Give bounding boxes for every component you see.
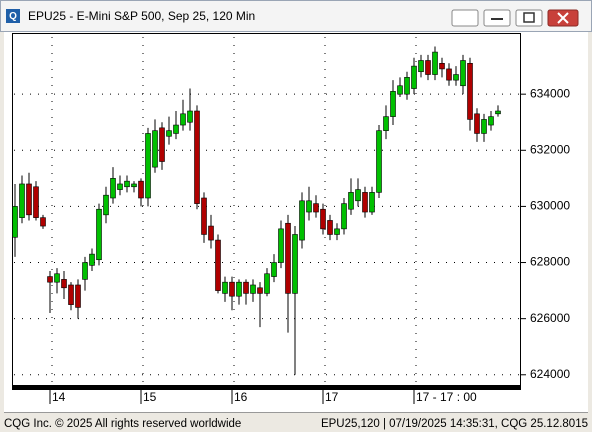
candle-body <box>124 180 130 188</box>
candle-body <box>453 74 459 81</box>
time-strip <box>12 386 521 390</box>
candle-body <box>313 203 319 213</box>
app-icon-letter: Q <box>9 11 17 22</box>
maximize-button[interactable] <box>515 9 543 27</box>
y-tick-label: 628000 <box>530 255 570 269</box>
candle-body <box>131 183 137 188</box>
candle-body <box>390 91 396 117</box>
candle-body <box>397 85 403 95</box>
candle-body <box>159 127 165 162</box>
candle-body <box>12 206 18 238</box>
candle-body <box>488 116 494 126</box>
candle-body <box>439 63 445 70</box>
candle-body <box>201 197 207 235</box>
y-tick-label: 626000 <box>530 311 570 325</box>
candle-body <box>481 119 487 134</box>
candle-body <box>215 239 221 291</box>
candle-body <box>355 189 361 202</box>
footer-right: EPU25,120 | 07/19/2025 14:35:31, CQG 25.… <box>321 418 588 430</box>
candle-body <box>222 281 228 294</box>
candle-body <box>271 262 277 277</box>
candle-body <box>26 183 32 216</box>
candle-body <box>320 208 326 230</box>
candle-body <box>292 234 298 294</box>
candle-body <box>341 203 347 230</box>
candle-body <box>278 228 284 263</box>
app-icon <box>6 9 20 23</box>
window-title: EPU25 - E-Mini S&P 500, Sep 25, 120 Min <box>28 9 255 23</box>
candle-body <box>166 130 172 137</box>
close-icon <box>557 12 569 24</box>
candle-body <box>194 110 200 204</box>
candle-body <box>145 133 151 199</box>
candle-body <box>376 130 382 193</box>
y-tick-label: 634000 <box>530 86 570 100</box>
candle-body <box>229 281 235 297</box>
candle-body <box>236 281 242 297</box>
candle-body <box>432 51 438 75</box>
y-tick-label: 632000 <box>530 142 570 156</box>
candle-body <box>446 68 452 81</box>
candle-body <box>243 281 249 294</box>
candle-body <box>208 225 214 241</box>
candle-body <box>383 116 389 131</box>
maximize-icon <box>523 12 535 23</box>
candle-body <box>117 183 123 190</box>
candle-body <box>19 183 25 218</box>
candle-body <box>110 178 116 199</box>
x-tick-label: 14 <box>52 390 66 404</box>
candle-body <box>103 194 109 216</box>
candle-body <box>68 284 74 305</box>
candle-body <box>362 192 368 213</box>
candle-body <box>460 60 466 87</box>
candle-body <box>348 192 354 210</box>
candle-body <box>411 65 417 89</box>
candle-body <box>404 77 410 95</box>
candle-body <box>257 287 263 294</box>
candle-body <box>474 113 480 134</box>
candle-body <box>369 192 375 213</box>
y-tick-label: 630000 <box>530 199 570 213</box>
candle-body <box>138 180 144 199</box>
candle-body <box>250 284 256 294</box>
x-tick-label: 17 <box>325 390 339 404</box>
x-tick-label: 17 - 17 : 00 <box>416 390 477 404</box>
candle-body <box>495 110 501 115</box>
plot-frame <box>12 33 521 386</box>
candle-body <box>327 220 333 235</box>
candle-body <box>75 284 81 308</box>
candle-body <box>299 200 305 241</box>
candle-body <box>47 276 53 283</box>
x-tick-label: 16 <box>234 390 248 404</box>
candle-body <box>418 60 424 73</box>
candle-body <box>173 124 179 134</box>
candle-body <box>467 63 473 120</box>
candle-body <box>187 110 193 123</box>
footer-left: CQG Inc. © 2025 All rights reserved worl… <box>4 418 241 430</box>
candle-body <box>61 279 67 289</box>
candle-body <box>40 217 46 227</box>
candle-body <box>264 273 270 294</box>
candle-body <box>54 273 60 283</box>
candle-body <box>334 228 340 235</box>
candle-body <box>425 60 431 75</box>
link-button[interactable] <box>451 9 479 27</box>
candle-body <box>180 113 186 126</box>
candle-body <box>82 262 88 280</box>
candle-body <box>285 222 291 294</box>
candle-body <box>96 208 102 261</box>
x-tick-label: 15 <box>143 390 157 404</box>
candle-body <box>306 200 312 213</box>
candle-body <box>33 186 39 218</box>
y-tick-label: 624000 <box>530 367 570 381</box>
candle-body <box>89 253 95 266</box>
candle-body <box>152 130 158 168</box>
